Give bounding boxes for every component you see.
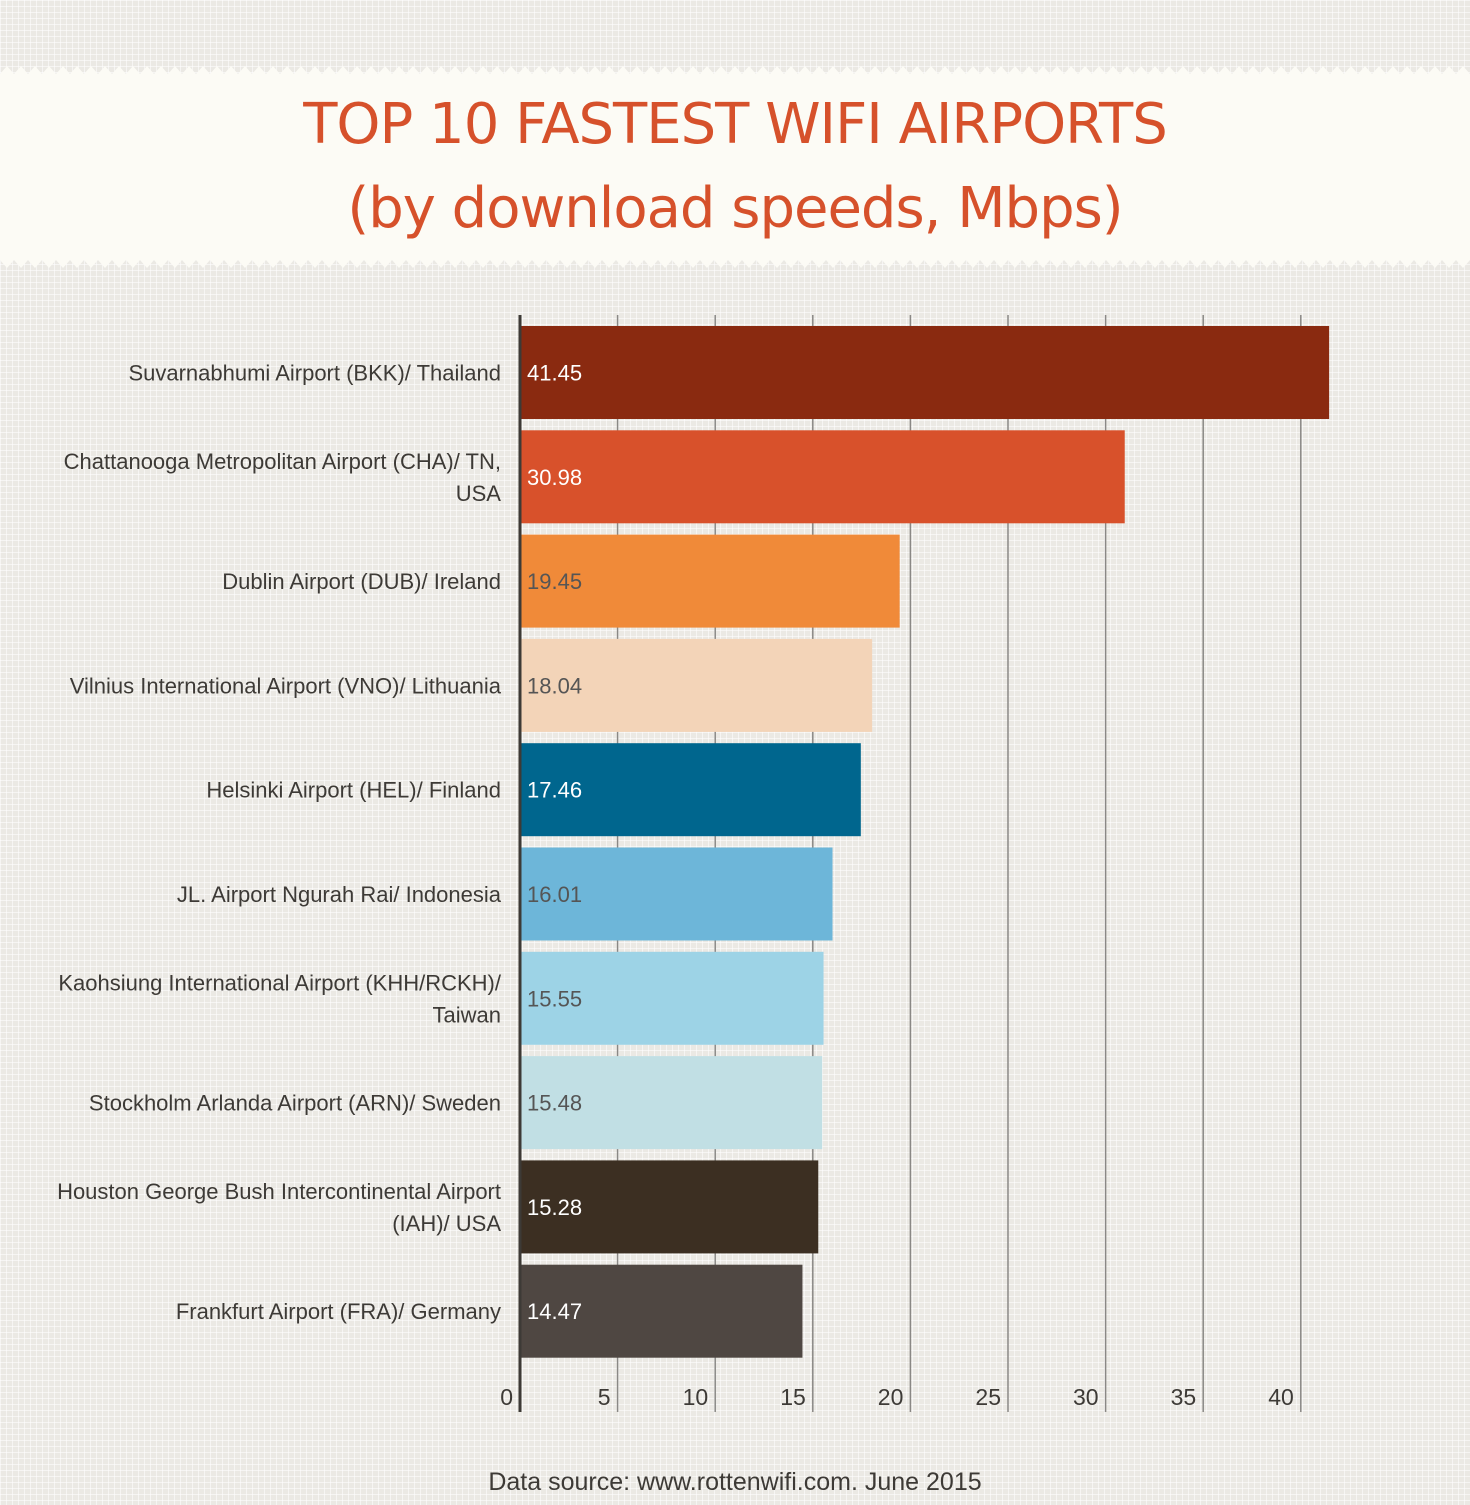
bar: [520, 847, 833, 941]
bar-value-label: 14.47: [527, 1299, 582, 1324]
bar-value-label: 15.55: [527, 986, 582, 1011]
x-tick-label: 15: [780, 1384, 806, 1410]
chart-title: TOP 10 FASTEST WIFI AIRPORTS: [303, 92, 1168, 157]
bar: [520, 534, 900, 628]
x-tick-label: 20: [878, 1384, 904, 1410]
category-label: Helsinki Airport (HEL)/ Finland: [206, 778, 501, 803]
category-label: Chattanooga Metropolitan Airport (CHA)/ …: [64, 449, 501, 474]
category-label: Frankfurt Airport (FRA)/ Germany: [176, 1299, 501, 1324]
category-label: Suvarnabhumi Airport (BKK)/ Thailand: [128, 361, 501, 386]
bar: [520, 430, 1125, 524]
category-label: Dublin Airport (DUB)/ Ireland: [222, 569, 501, 594]
bar-value-label: 30.98: [527, 465, 582, 490]
bar: [520, 638, 873, 732]
bar: [520, 951, 824, 1045]
category-labels: Suvarnabhumi Airport (BKK)/ Thailand Chat…: [57, 361, 502, 1325]
x-axis-ticks: 0 5 10 15 20 25 30 35 40: [500, 1384, 1294, 1410]
category-label: JL. Airport Ngurah Rai/ Indonesia: [177, 882, 502, 907]
category-label: USA: [456, 481, 502, 506]
category-label: Taiwan: [433, 1002, 501, 1027]
category-label: Houston George Bush Intercontinental Air…: [57, 1179, 501, 1204]
bar-value-label: 16.01: [527, 882, 582, 907]
bar-value-label: 17.46: [527, 778, 582, 803]
bar: [520, 1160, 819, 1254]
x-tick-label: 35: [1171, 1384, 1197, 1410]
bar-value-label: 15.28: [527, 1195, 582, 1220]
bar: [520, 326, 1330, 419]
category-label: (IAH)/ USA: [392, 1211, 501, 1236]
bar: [520, 1264, 803, 1358]
bar-value-label: 18.04: [527, 673, 582, 698]
category-label: Stockholm Arlanda Airport (ARN)/ Sweden: [89, 1091, 501, 1116]
x-tick-label: 40: [1268, 1384, 1294, 1410]
category-label: Kaohsiung International Airport (KHH/RCK…: [58, 970, 502, 995]
banner-background: [0, 66, 1470, 268]
value-labels: 41.45 30.98 19.45 18.04 17.46 16.01 15.55 15.48…: [527, 361, 582, 1325]
data-source-note: Data source: www.rottenwifi.com. June 20…: [488, 1468, 982, 1496]
x-tick-label: 30: [1073, 1384, 1099, 1410]
bars: [520, 326, 1330, 1358]
title-banner: [0, 66, 1470, 268]
x-tick-label: 25: [975, 1384, 1001, 1410]
category-label: Vilnius International Airport (VNO)/ Lit…: [70, 673, 502, 698]
x-tick-label: 10: [683, 1384, 709, 1410]
bar-value-label: 41.45: [527, 361, 582, 386]
x-tick-label: 0: [500, 1384, 513, 1410]
bar-value-label: 15.48: [527, 1091, 582, 1116]
bar: [520, 743, 861, 837]
bar: [520, 1056, 823, 1150]
chart-subtitle: (by download speeds, Mbps): [347, 176, 1123, 241]
x-tick-label: 5: [598, 1384, 611, 1410]
bar-value-label: 19.45: [527, 569, 582, 594]
